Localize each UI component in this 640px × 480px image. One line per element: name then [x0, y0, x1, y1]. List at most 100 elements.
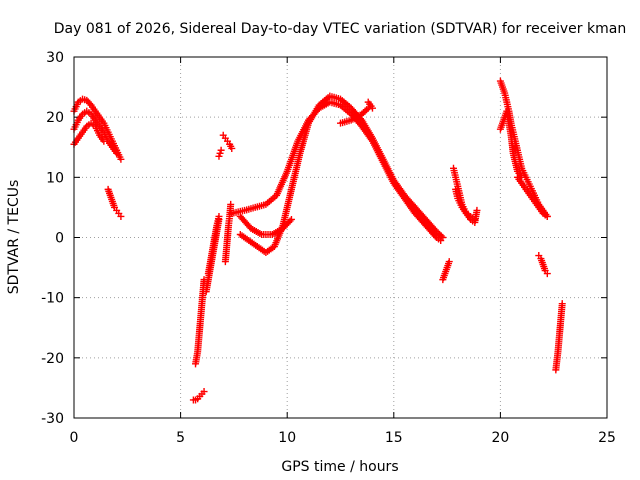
data-point-fill — [516, 158, 525, 170]
data-point-fill — [279, 187, 295, 227]
series-trace-h — [204, 212, 223, 278]
series-trace-k — [221, 200, 235, 266]
data-point-fill — [76, 130, 85, 140]
data-point-fill — [442, 266, 450, 276]
y-tick-label: 0 — [55, 231, 64, 247]
series-trace-u — [496, 107, 526, 181]
data-point-fill — [523, 176, 533, 188]
data-point-fill — [499, 115, 508, 125]
data-point — [287, 215, 295, 223]
data-point-fill — [452, 188, 461, 200]
series-trace-o — [337, 104, 372, 127]
data-point-fill — [501, 91, 510, 104]
data-point-fill — [402, 193, 418, 210]
data-point-fill — [97, 124, 106, 134]
series-trace-s — [452, 185, 479, 223]
data-point-fill — [455, 197, 465, 209]
data-point-fill — [71, 100, 81, 113]
series-trace-v — [513, 173, 551, 220]
data-point-fill — [249, 225, 264, 237]
x-tick-label: 0 — [70, 430, 79, 446]
data-point-fill — [338, 103, 353, 117]
data-point-fill — [80, 124, 89, 134]
data-point-fill — [238, 232, 251, 243]
data-point-fill — [454, 185, 463, 197]
data-point — [445, 258, 453, 266]
data-point-fill — [366, 100, 375, 110]
data-point — [368, 104, 376, 112]
data-point — [558, 300, 566, 308]
data-point-fill — [93, 109, 102, 119]
data-point-fill — [538, 257, 546, 267]
data-point-fill — [440, 272, 448, 282]
data-point-fill — [238, 214, 254, 231]
data-point — [117, 155, 125, 163]
y-tick-label: 30 — [46, 50, 64, 66]
data-point-fill — [101, 121, 111, 134]
data-point — [100, 137, 108, 145]
y-tick-label: -20 — [41, 351, 64, 367]
data-point-fill — [93, 118, 102, 128]
data-point — [228, 144, 236, 152]
x-axis-label: GPS time / hours — [281, 459, 398, 475]
data-point-fill — [105, 187, 114, 197]
data-point-fill — [412, 205, 428, 222]
data-point-fill — [434, 229, 445, 240]
data-point-fill — [519, 167, 529, 179]
data-point-fill — [84, 98, 94, 108]
data-point-fill — [264, 244, 277, 255]
data-point-fill — [349, 111, 364, 123]
data-point-fill — [515, 175, 524, 185]
data-point-fill — [106, 139, 115, 149]
data-point — [200, 388, 208, 396]
data-point-fill — [97, 115, 106, 125]
data-point-fill — [109, 199, 118, 209]
data-point-fill — [213, 215, 222, 227]
series-trace-a — [70, 95, 125, 163]
data-point — [473, 206, 481, 214]
x-tick-label: 25 — [598, 430, 616, 446]
data-point-fill — [270, 225, 285, 237]
y-tick-label: -30 — [41, 411, 64, 427]
data-point-fill — [444, 260, 453, 270]
plot-frame — [73, 56, 608, 419]
y-tick-label: -10 — [41, 291, 64, 307]
data-point-fill — [523, 187, 533, 197]
data-point-fill — [369, 136, 386, 161]
data-point-fill — [110, 145, 119, 155]
data-point-fill — [247, 238, 260, 249]
data-point-fill — [88, 103, 98, 113]
data-point — [113, 149, 121, 157]
series-trace-n — [236, 212, 295, 238]
data-point-fill — [297, 121, 312, 155]
chart-title: Day 081 of 2026, Sidereal Day-to-day VTE… — [54, 21, 626, 37]
y-tick-label: 20 — [46, 110, 64, 126]
data-point-fill — [459, 205, 469, 215]
data-point-fill — [264, 193, 279, 207]
data-point — [543, 212, 551, 220]
data-point-fill — [380, 157, 397, 182]
data-point-fill — [412, 211, 428, 228]
data-point-fill — [528, 193, 537, 203]
data-point — [215, 212, 223, 220]
y-axis-label: SDTVAR / TECUs — [6, 180, 22, 295]
x-tick-label: 5 — [176, 430, 185, 446]
x-tick-label: 20 — [491, 430, 509, 446]
data-point-fill — [519, 181, 529, 191]
data-point — [217, 146, 225, 154]
data-point-fill — [423, 217, 439, 234]
data-point-fill — [273, 169, 290, 198]
data-point-fill — [306, 103, 322, 125]
data-point-fill — [423, 223, 439, 240]
series-trace-j — [219, 131, 236, 152]
data-point-fill — [101, 130, 111, 143]
series-trace-x — [552, 300, 566, 374]
series-trace-d — [104, 185, 125, 220]
data-point-fill — [456, 194, 465, 206]
data-point-fill — [536, 205, 546, 215]
data-point-fill — [225, 215, 233, 227]
data-point-fill — [88, 112, 98, 122]
data-point-fill — [105, 130, 115, 143]
